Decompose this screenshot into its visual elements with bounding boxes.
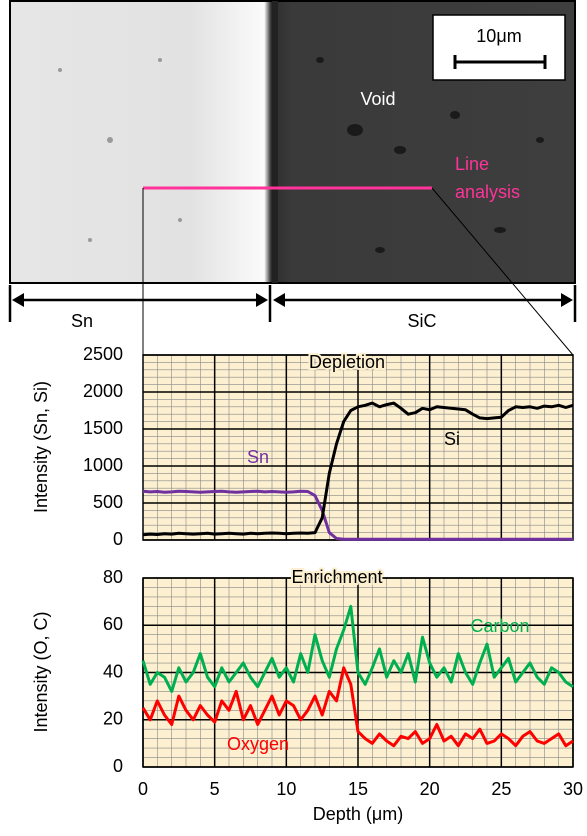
y-axis-label: Intensity (O, C) [31, 611, 51, 732]
annotation: Enrichment [291, 567, 382, 587]
x-tick-label: 20 [420, 779, 440, 799]
y-tick-label: 2000 [83, 381, 123, 401]
series-line [142, 401, 574, 537]
x-tick-label: 30 [563, 779, 583, 799]
series-line [141, 666, 574, 748]
y-tick-label: 60 [103, 614, 123, 634]
x-tick-label: 10 [276, 779, 296, 799]
void-label: Void [360, 89, 395, 109]
y-tick-label: 80 [103, 567, 123, 587]
y-tick-label: 40 [103, 661, 123, 681]
sem-image: 10μm Void Line analysis [9, 0, 576, 284]
series-label: Sn [247, 447, 269, 467]
region-label: SiC [407, 311, 436, 331]
interface [272, 1, 278, 283]
region-arrows [8, 285, 577, 322]
series-label: Si [444, 429, 460, 449]
series-label: Oxygen [227, 734, 289, 754]
y-tick-label: 0 [113, 756, 123, 776]
voids [316, 57, 544, 253]
line-label: Line [455, 154, 489, 174]
scale-label: 10μm [476, 26, 521, 46]
region-label: Sn [71, 311, 93, 331]
x-tick-label: 15 [348, 779, 368, 799]
y-axis-label: Intensity (Sn, Si) [31, 381, 51, 513]
y-tick-label: 0 [113, 529, 123, 549]
y-tick-label: 2500 [83, 344, 123, 364]
y-tick-label: 500 [93, 492, 123, 512]
series-line [141, 604, 574, 693]
x-tick-label: 5 [210, 779, 220, 799]
connectors [142, 187, 574, 356]
series-line [142, 489, 573, 541]
x-tick-label: 0 [138, 779, 148, 799]
y-tick-label: 20 [103, 709, 123, 729]
annotation: Depletion [309, 352, 385, 372]
y-tick-label: 1000 [83, 455, 123, 475]
series-label: Carbon [470, 616, 529, 636]
specks [58, 58, 182, 242]
x-tick-label: 25 [491, 779, 511, 799]
line-label: analysis [455, 182, 520, 202]
y-tick-label: 1500 [83, 418, 123, 438]
x-axis-label: Depth (μm) [313, 804, 403, 824]
plot-border [142, 577, 574, 768]
scale-box [432, 14, 566, 81]
